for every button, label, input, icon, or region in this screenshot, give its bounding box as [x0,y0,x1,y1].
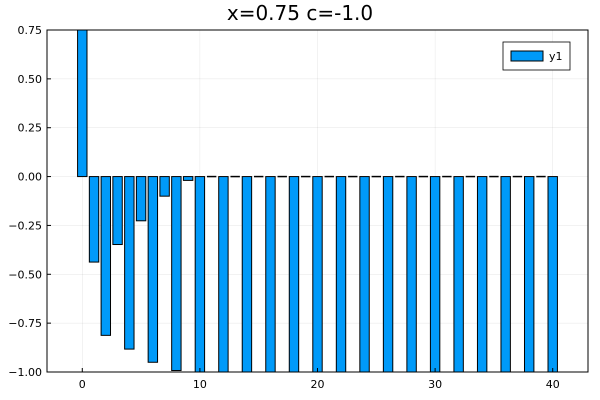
bar [88,176,100,263]
bar [359,176,370,373]
y-tick-label: −0.50 [8,268,42,281]
y-tick-label: −0.75 [8,317,42,330]
y-tick-label: 0.50 [18,73,43,86]
x-tick-label: 20 [311,378,325,391]
x-tick-label: 10 [193,378,207,391]
bar [453,176,464,373]
legend: y1 [502,41,571,71]
bar [335,176,347,373]
bar [77,29,88,178]
bar [147,176,159,363]
bar [523,176,535,373]
y-tick-label: 0.00 [18,171,43,184]
legend-label: y1 [549,50,563,63]
y-tick-label: 0.75 [18,24,43,37]
chart-title: x=0.75 c=-1.0 [226,1,374,25]
axes [46,29,589,373]
bar [135,176,147,222]
x-tick-label: 40 [546,378,560,391]
bar [547,176,558,373]
bar [218,176,229,373]
bar [241,176,253,373]
bar [194,176,206,373]
bar [265,176,276,373]
bar [406,176,417,373]
y-tick-label: −0.25 [8,219,42,232]
bar [100,176,112,336]
bar [124,176,135,350]
bar [112,176,123,246]
y-tick-label: −1.00 [8,366,42,379]
x-tick-label: 0 [79,378,86,391]
bars [77,29,558,373]
x-tick-label: 30 [428,378,442,391]
bar [382,176,394,373]
bar [312,176,323,373]
legend-swatch [510,50,544,62]
bar [171,176,182,372]
bar [182,176,194,181]
y-tick-label: 0.25 [18,122,43,135]
tick-labels: 0 10 20 30 40 −1.00 −0.75 −0.50 −0.25 0.00 0.25 0.5… [8,24,559,391]
bar [500,176,511,373]
bar [159,176,170,197]
bar [476,176,488,373]
bar [288,176,300,373]
bar [429,176,441,373]
